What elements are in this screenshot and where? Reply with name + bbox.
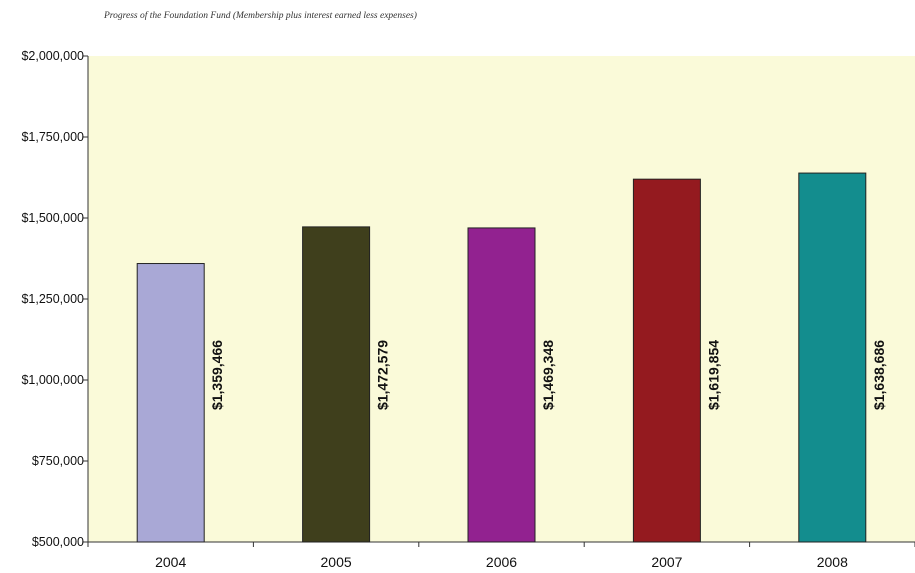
y-tick-label: $1,750,000 [21,130,84,144]
data-label-2007: $1,619,854 [705,340,721,410]
x-tick-label-2007: 2007 [651,554,682,570]
data-label-2008: $1,638,686 [871,340,887,410]
bar-2008 [798,172,867,543]
x-tick-label-2004: 2004 [155,554,186,570]
y-tick-label: $750,000 [32,454,84,468]
bar-2007 [632,178,701,543]
y-tick-label: $1,000,000 [21,373,84,387]
chart-title: Progress of the Foundation Fund (Members… [104,11,417,21]
x-tick-label-2005: 2005 [321,554,352,570]
y-tick-label: $2,000,000 [21,49,84,63]
y-tick-label: $500,000 [32,535,84,549]
y-tick-label: $1,500,000 [21,211,84,225]
bar-2005 [302,226,371,543]
x-tick-label-2006: 2006 [486,554,517,570]
y-tick-label: $1,250,000 [21,292,84,306]
bar-2004 [136,263,205,543]
x-tick-label-2008: 2008 [817,554,848,570]
data-label-2005: $1,472,579 [375,340,391,410]
data-label-2004: $1,359,466 [209,340,225,410]
bar-2006 [467,227,536,543]
data-label-2006: $1,469,348 [540,340,556,410]
